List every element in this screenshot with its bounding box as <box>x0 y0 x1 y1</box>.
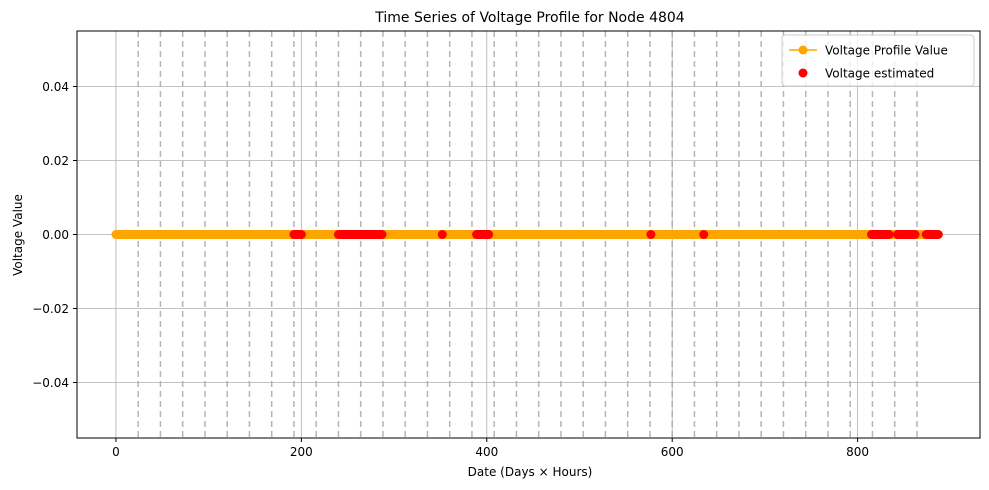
x-tick-label: 400 <box>475 445 498 459</box>
legend-box <box>781 34 975 87</box>
voltage-profile-series <box>111 230 943 239</box>
legend-label-voltage-estimated: Voltage estimated <box>825 67 934 81</box>
y-tick-label: 0.04 <box>42 80 69 94</box>
legend: Voltage Profile Value Voltage estimated <box>781 34 975 87</box>
x-tick-label: 600 <box>661 445 684 459</box>
x-axis-label: Date (Days × Hours) <box>468 465 593 479</box>
voltage-estimated-series <box>289 230 943 239</box>
legend-label-voltage-profile: Voltage Profile Value <box>825 44 948 58</box>
legend-marker-voltage-estimated <box>798 68 808 78</box>
x-axis-ticks: 0 200 400 600 800 <box>112 438 869 459</box>
voltage-estimated-point <box>377 230 387 239</box>
voltage-estimated-point <box>646 230 656 239</box>
chart-title: Time Series of Voltage Profile for Node … <box>374 10 685 26</box>
y-tick-label: 0.00 <box>42 228 69 242</box>
y-axis-ticks: −0.04 −0.02 0.00 0.02 0.04 <box>32 80 77 390</box>
voltage-estimated-point <box>699 230 709 239</box>
voltage-estimated-point <box>296 230 306 239</box>
voltage-estimated-point <box>484 230 494 239</box>
voltage-estimated-point <box>437 230 447 239</box>
legend-marker-voltage-profile <box>798 45 808 55</box>
voltage-estimated-point <box>884 230 894 239</box>
voltage-estimated-point <box>933 230 943 239</box>
y-axis-label: Voltage Value <box>11 194 25 276</box>
x-tick-label: 800 <box>846 445 869 459</box>
y-tick-label: 0.02 <box>42 154 69 168</box>
x-tick-label: 0 <box>112 445 120 459</box>
voltage-estimated-point <box>910 230 920 239</box>
y-tick-label: −0.02 <box>32 302 69 316</box>
y-tick-label: −0.04 <box>32 376 69 390</box>
x-tick-label: 200 <box>290 445 313 459</box>
